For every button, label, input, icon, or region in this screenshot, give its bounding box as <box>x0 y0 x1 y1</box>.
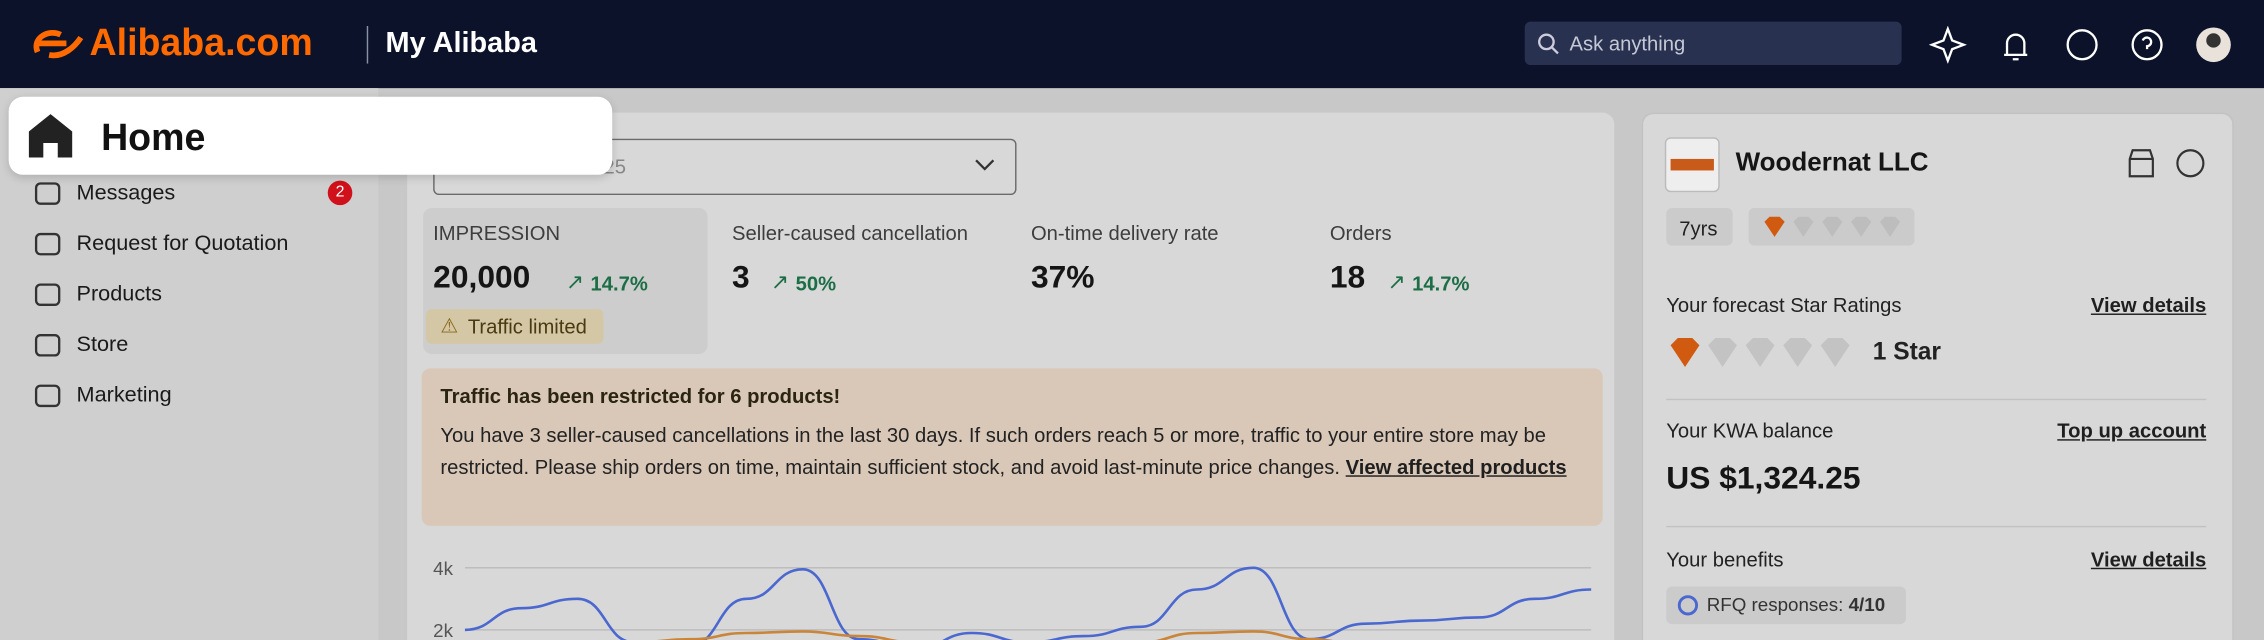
note-chip <box>425 309 604 344</box>
metric-value: 18 <box>1329 258 1366 295</box>
warn-icon: ⚠ <box>440 313 459 337</box>
rating-diamonds <box>1670 338 1850 367</box>
metric-value: 37% <box>1030 258 1095 295</box>
change-arrow: ↗ <box>1387 270 1406 295</box>
years: 7yrs <box>1679 216 1718 240</box>
badge: 2 <box>327 180 353 206</box>
logo[interactable]: Alibaba.com <box>89 20 313 64</box>
benefit-label: RFQ responses: <box>1706 593 1844 616</box>
kwa-label: Your KWA balance <box>1666 418 1834 443</box>
icon-shape <box>34 334 61 357</box>
diamond <box>1745 338 1775 367</box>
benefit-icon <box>1677 595 1699 616</box>
home-label[interactable]: Home <box>101 115 206 159</box>
nav-icon <box>34 334 61 357</box>
nav-item[interactable]: Messages <box>76 180 176 206</box>
change: 14.7% <box>1412 271 1470 295</box>
logo-icon <box>33 30 84 59</box>
line-series <box>464 566 1592 640</box>
nav-icon <box>34 384 61 408</box>
kwa-link[interactable]: Top up account <box>2057 418 2207 443</box>
store-logo <box>1664 137 1720 193</box>
metric-label: On-time delivery rate <box>1030 221 1219 245</box>
nav-icon <box>34 182 61 205</box>
benefits-label: Your benefits <box>1666 547 1784 571</box>
change: 14.7% <box>590 271 648 295</box>
y-tick-label: 4k <box>433 558 453 579</box>
store-name[interactable]: Woodernat LLC <box>1735 147 1929 177</box>
metric-label: IMPRESSION <box>433 221 561 245</box>
change-arrow: ↗ <box>771 270 790 295</box>
y-tick-label: 2k <box>433 620 453 640</box>
rating: 1 Star <box>1872 338 1941 366</box>
metric-label: Seller-caused cancellation <box>732 221 969 245</box>
icon-shape <box>34 182 61 205</box>
change-arrow: ↗ <box>566 270 585 295</box>
divider <box>366 26 369 64</box>
sidebar <box>0 88 379 640</box>
store-panel <box>1641 112 2234 640</box>
diamond <box>1820 338 1850 367</box>
nav-icons[interactable] <box>1929 26 2232 64</box>
forecast-link[interactable]: View details <box>2090 293 2207 317</box>
nav-item[interactable]: Request for Quotation <box>76 231 289 256</box>
divider <box>1666 398 2207 401</box>
nav-icon <box>34 283 61 306</box>
benefits-link[interactable]: View details <box>2090 547 2207 571</box>
benefit-chip <box>1666 586 1906 625</box>
nav-item[interactable]: Store <box>76 332 129 357</box>
home-popup[interactable] <box>8 96 613 175</box>
diamond <box>1783 338 1813 367</box>
alert-body: You have 3 seller-caused cancellations i… <box>440 419 1581 483</box>
change: 50% <box>795 271 837 295</box>
balance: US $1,324.25 <box>1666 459 1861 496</box>
benefit: RFQ responses: 4/10 <box>1707 594 1885 616</box>
diamond <box>1670 338 1700 367</box>
home-icon <box>28 114 73 158</box>
metric-value: 3 <box>732 258 750 295</box>
line-series <box>656 630 1334 640</box>
benefit-value: 4/10 <box>1848 593 1886 616</box>
alert-link[interactable]: View affected products <box>1345 455 1567 479</box>
metric-value: 20,000 <box>433 258 531 295</box>
diamond <box>1708 338 1738 367</box>
alert-box <box>421 368 1603 526</box>
metric-label: Orders <box>1329 221 1392 245</box>
diamond-chip <box>1748 208 1915 246</box>
nav-icon <box>34 232 61 256</box>
diamond <box>1793 216 1814 237</box>
nav-item[interactable]: Products <box>76 281 163 307</box>
divider <box>1666 525 2207 528</box>
icon-shape <box>34 384 61 408</box>
search-box[interactable] <box>1524 21 1902 66</box>
chart: 4k 2k <box>433 558 1592 640</box>
note: Traffic limited <box>467 314 587 339</box>
diamond <box>1764 216 1785 237</box>
forecast-label: Your forecast Star Ratings <box>1666 293 1902 317</box>
store-icons[interactable] <box>2125 147 2212 179</box>
diamond <box>1851 216 1872 237</box>
years-chip <box>1666 208 1733 246</box>
alert-text: You have 3 seller-caused cancellations i… <box>440 423 1547 479</box>
diamond <box>1879 216 1901 237</box>
section-title[interactable]: My Alibaba <box>385 27 537 60</box>
icon-shape <box>34 283 61 306</box>
icon-shape <box>34 232 61 256</box>
nav-item[interactable]: Marketing <box>76 382 172 408</box>
search-placeholder: Ask anything <box>1569 31 1686 55</box>
alert-title: Traffic has been restricted for 6 produc… <box>440 384 841 408</box>
chevron <box>975 159 995 171</box>
top-nav <box>0 0 2264 89</box>
search-icon <box>1538 33 1559 55</box>
diamond <box>1822 216 1843 237</box>
